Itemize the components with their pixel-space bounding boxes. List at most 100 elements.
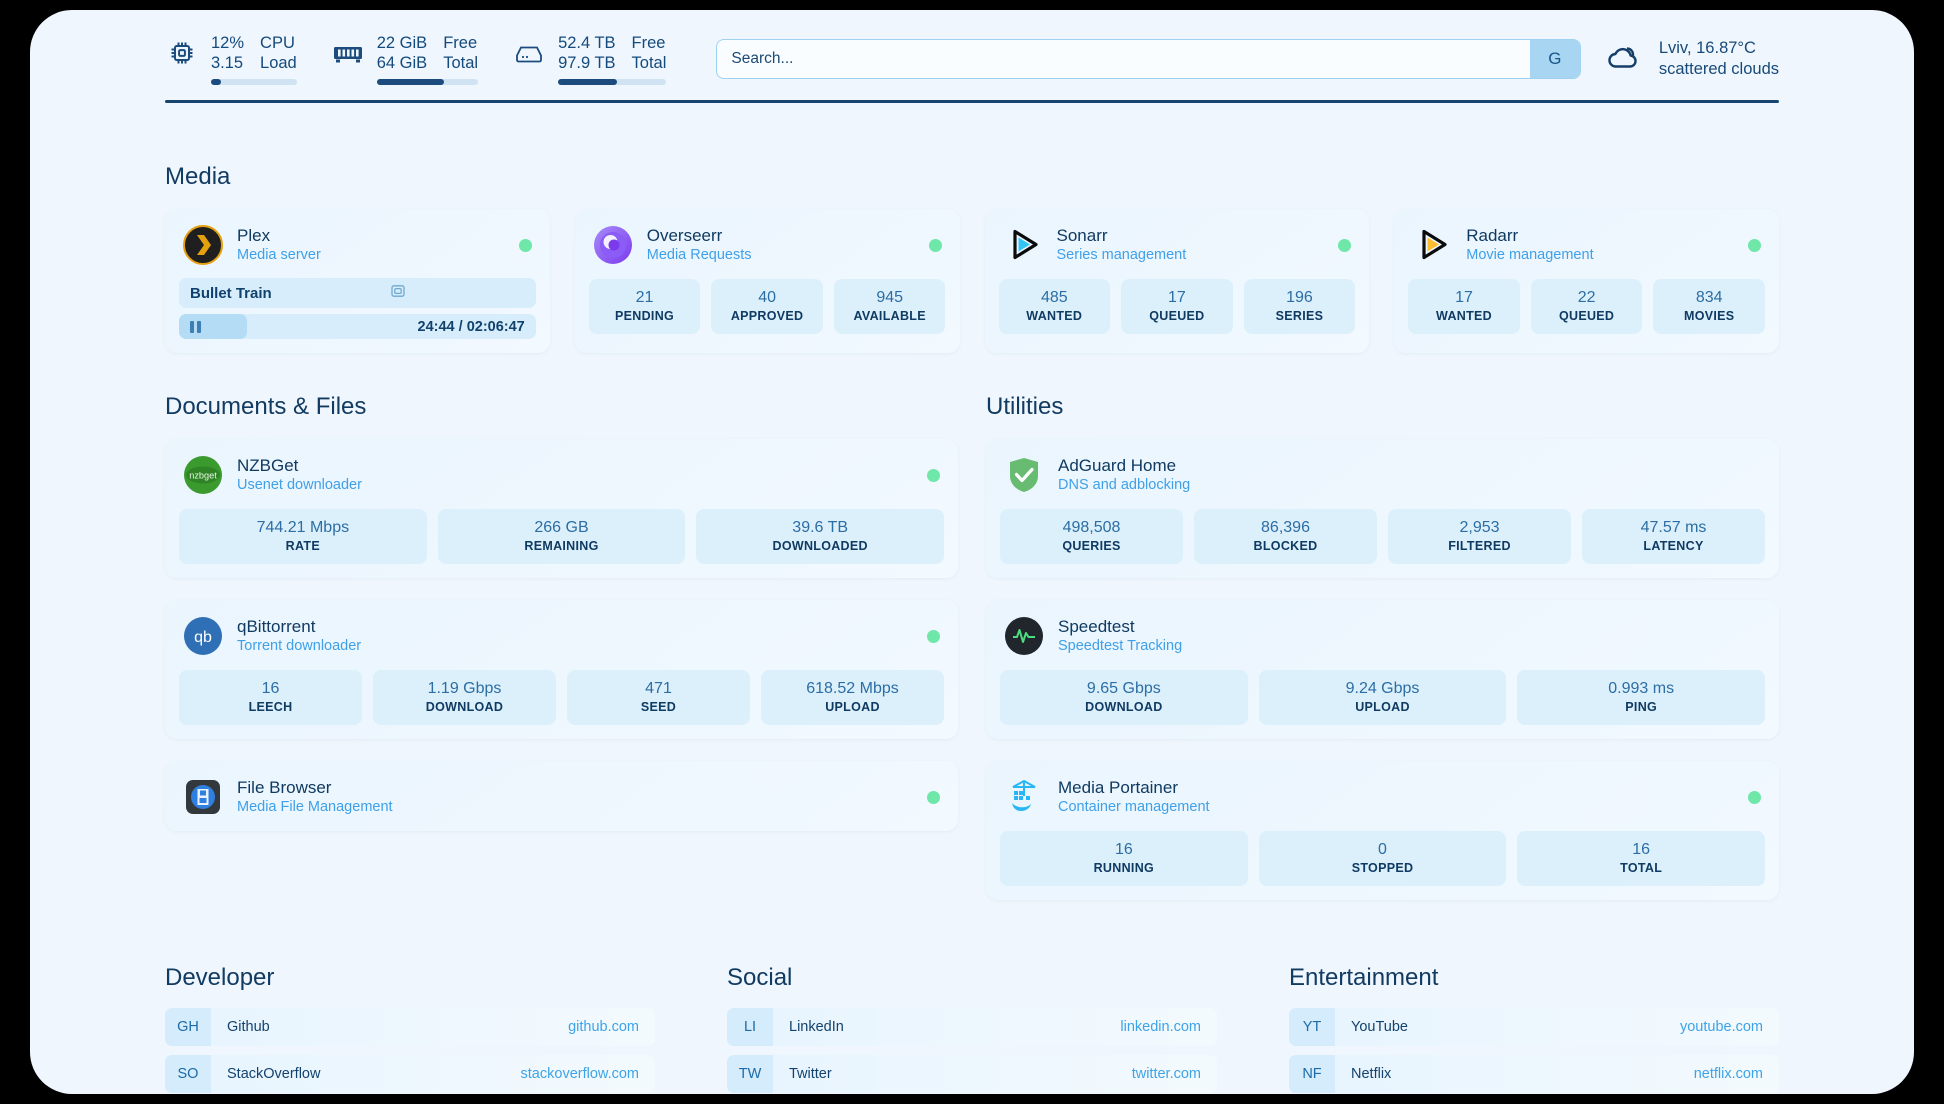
stat-value: 618.52 Mbps [806, 680, 899, 697]
stat-value: 40 [758, 289, 777, 306]
stat-label: PENDING [615, 309, 675, 323]
stat-tile[interactable]: 744.21 Mbps RATE [179, 509, 427, 564]
stat-value: 0.993 ms [1608, 680, 1675, 697]
disk-free-value: 52.4 TB [558, 34, 616, 52]
bookmark-item-netflix[interactable]: NF Netflix netflix.com [1289, 1055, 1779, 1093]
plex-status-indicator [518, 238, 532, 252]
section-title-documents: Documents & Files [165, 393, 367, 420]
sonarr-subtitle: Series management [1056, 247, 1187, 263]
sonarr-status-indicator [1338, 238, 1352, 252]
stat-label: REMAINING [524, 539, 599, 553]
adguard-subtitle: DNS and adblocking [1058, 477, 1191, 493]
stat-tile[interactable]: 22 QUEUED [1530, 279, 1643, 334]
stat-tile[interactable]: 17 QUEUED [1121, 279, 1233, 334]
bookmark-group-title: Entertainment [1289, 964, 1439, 991]
pause-icon[interactable] [190, 314, 201, 339]
service-card-qbittorrent[interactable]: qb qBittorrent Torrent downloader 16 LEE… [165, 600, 958, 739]
stat-value: 17 [1167, 289, 1186, 306]
search-submit-button[interactable]: G [1529, 40, 1580, 78]
stat-value: 1.19 Gbps [427, 680, 502, 697]
plex-now-playing-title-row[interactable]: Bullet Train [179, 278, 536, 308]
search-input[interactable] [717, 40, 1530, 78]
nzbget-icon: nzbget [183, 455, 223, 495]
speedtest-stats-row: 9.65 Gbps DOWNLOAD 9.24 Gbps UPLOAD 0.99… [1000, 670, 1766, 725]
service-card-overseerr[interactable]: Overseerr Media Requests 21 PENDING 40 A… [574, 209, 960, 353]
stat-tile[interactable]: 485 WANTED [998, 279, 1111, 334]
stat-tile[interactable]: 471 SEED [567, 670, 750, 725]
stat-tile[interactable]: 21 PENDING [588, 279, 701, 334]
bookmark-group-title: Developer [165, 964, 275, 991]
stat-label: DOWNLOAD [1085, 700, 1163, 714]
stat-tile[interactable]: 9.65 Gbps DOWNLOAD [1000, 670, 1248, 725]
disk-label-top: Free [631, 34, 666, 52]
service-card-adguard-home[interactable]: AdGuard Home DNS and adblocking 498,508 … [986, 439, 1779, 578]
cpu-label-bottom: Load [260, 54, 297, 72]
stat-value: 17 [1455, 289, 1473, 306]
nzbget-name: NZBGet [237, 456, 299, 475]
stat-tile[interactable]: 498,508 QUERIES [1000, 509, 1183, 564]
stat-tile[interactable]: 1.19 Gbps DOWNLOAD [373, 670, 556, 725]
stat-tile[interactable]: 47.57 ms LATENCY [1582, 509, 1765, 564]
stat-label: RUNNING [1093, 861, 1155, 875]
stat-tile[interactable]: 9.24 Gbps UPLOAD [1258, 670, 1507, 725]
disk-usage-bar [558, 79, 667, 85]
stat-tile[interactable]: 266 GB REMAINING [437, 509, 686, 564]
bookmark-item-github[interactable]: GH Github github.com [165, 1008, 655, 1046]
stat-tile[interactable]: 16 LEECH [179, 670, 362, 725]
bookmark-group-title: Social [727, 964, 793, 991]
bookmark-name: Twitter [789, 1066, 832, 1082]
stat-label: LATENCY [1643, 539, 1704, 553]
stat-tile[interactable]: 17 WANTED [1408, 279, 1520, 334]
search-box[interactable]: G [716, 39, 1581, 79]
bookmark-item-linkedin[interactable]: LI LinkedIn linkedin.com [727, 1008, 1217, 1046]
bookmark-item-twitter[interactable]: TW Twitter twitter.com [727, 1055, 1217, 1093]
dashboard-page: 12% 3.15 CPU Load [30, 10, 1914, 1094]
media-card-grid: Plex Media server Bullet Train [165, 209, 1779, 353]
stat-tile[interactable]: 16 RUNNING [1000, 831, 1248, 886]
stat-tile[interactable]: 16 TOTAL [1517, 831, 1766, 886]
service-card-sonarr[interactable]: Sonarr Series management 485 WANTED 17 Q… [984, 209, 1370, 353]
bookmark-item-stackoverflow[interactable]: SO StackOverflow stackoverflow.com [165, 1055, 655, 1093]
disk-label-bottom: Total [631, 54, 667, 72]
cast-icon[interactable] [390, 283, 525, 303]
bookmark-name: YouTube [1351, 1019, 1408, 1035]
portainer-subtitle: Container management [1058, 799, 1210, 815]
system-stat-disk: 52.4 TB 97.9 TB Free Total [512, 33, 667, 85]
memory-ram-icon [331, 33, 365, 73]
cpu-usage-value: 12% [211, 34, 245, 52]
service-card-nzbget[interactable]: nzbget NZBGet Usenet downloader 744.21 M… [165, 439, 958, 578]
stat-tile[interactable]: 0 STOPPED [1258, 831, 1507, 886]
bookmark-badge: TW [727, 1055, 773, 1093]
stat-tile[interactable]: 2,953 FILTERED [1388, 509, 1571, 564]
bookmark-badge: NF [1289, 1055, 1335, 1093]
stat-tile[interactable]: 39.6 TB DOWNLOADED [696, 509, 945, 564]
stat-label: AVAILABLE [853, 309, 926, 323]
service-card-radarr[interactable]: Radarr Movie management 17 WANTED 22 QUE… [1394, 209, 1779, 353]
bookmark-item-youtube[interactable]: YT YouTube youtube.com [1289, 1008, 1779, 1046]
bookmark-url: stackoverflow.com [520, 1066, 639, 1082]
service-card-plex[interactable]: Plex Media server Bullet Train [165, 209, 550, 353]
bookmark-name: LinkedIn [789, 1019, 844, 1035]
memory-free-value: 22 GiB [376, 34, 428, 52]
stat-value: 16 [1632, 841, 1651, 858]
bookmark-badge: GH [165, 1008, 211, 1046]
qbittorrent-status-indicator [927, 629, 940, 643]
section-title-utilities: Utilities [986, 393, 1064, 420]
plex-progress-bar[interactable]: 24:44 / 02:06:47 [179, 314, 536, 339]
stat-tile[interactable]: 86,396 BLOCKED [1194, 509, 1377, 564]
section-media: Media Plex Media server [165, 163, 1779, 353]
service-card-file-browser[interactable]: File Browser Media File Management [165, 761, 958, 831]
stat-tile[interactable]: 834 MOVIES [1653, 279, 1765, 334]
bookmarks-area: Developer GH Github github.com SO StackO… [165, 964, 1779, 1094]
bookmark-name: Github [227, 1019, 270, 1035]
stat-tile[interactable]: 0.993 ms PING [1517, 670, 1766, 725]
bookmark-url: twitter.com [1131, 1066, 1201, 1082]
section-utilities: Utilities AdGuard Home DNS and a [986, 393, 1779, 900]
stat-tile[interactable]: 40 APPROVED [711, 279, 823, 334]
stat-tile[interactable]: 618.52 Mbps UPLOAD [761, 670, 944, 725]
stat-tile[interactable]: 945 AVAILABLE [833, 279, 946, 334]
bookmark-group-developer: Developer GH Github github.com SO StackO… [165, 964, 655, 1094]
service-card-media-portainer[interactable]: Media Portainer Container management 16 … [986, 761, 1779, 900]
stat-tile[interactable]: 196 SERIES [1243, 279, 1356, 334]
service-card-speedtest[interactable]: Speedtest Speedtest Tracking 9.65 Gbps D… [986, 600, 1779, 739]
